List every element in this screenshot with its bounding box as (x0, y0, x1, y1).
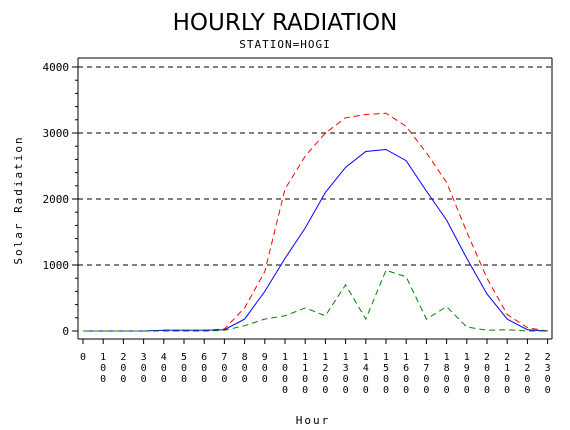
x-axis-label: Hour (296, 414, 331, 427)
y-tick-label: 3000 (43, 127, 70, 140)
y-axis-label: Solar Radiation (12, 135, 25, 264)
x-tick-label: 0 (80, 352, 86, 363)
series-line-3 (83, 269, 548, 332)
y-tick-label: 1000 (43, 259, 70, 272)
y-tick-label: 2000 (43, 193, 70, 206)
gridlines (78, 66, 552, 266)
series-lines (83, 112, 548, 332)
x-axis-ticks: 0 1 0 0 2 0 0 3 0 0 4 0 0 5 0 0 6 0 0 7 0 0 8 0 0 9 0 0 1 0 0 0 1 1 0 0 1 2 0 0… (80, 339, 551, 396)
y-axis-ticks: 0 1000 2000 3000 4000 (43, 61, 78, 338)
y-tick-label: 0 (62, 325, 69, 338)
series-line-2 (83, 148, 548, 332)
chart-subtitle: STATION=HOGI (239, 38, 330, 51)
chart-title: HOURLY RADIATION (173, 10, 398, 36)
y-tick-label: 4000 (43, 61, 70, 74)
series-line-1 (83, 112, 548, 332)
